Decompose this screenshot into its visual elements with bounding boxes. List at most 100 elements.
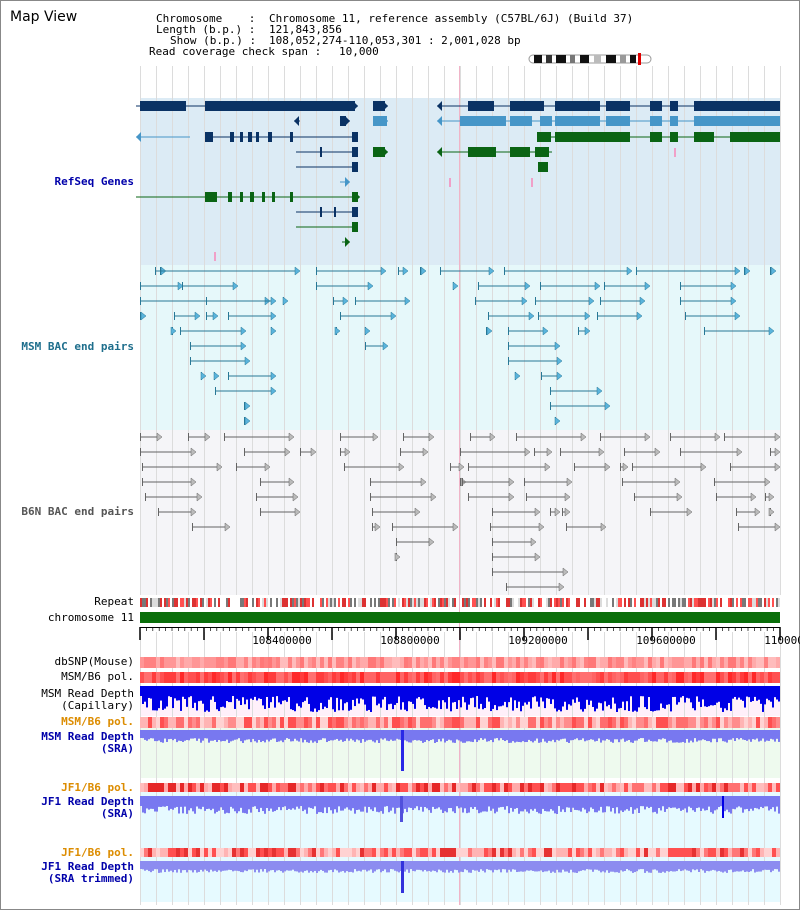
msm-b6-pol2-heat-cell [388,717,392,728]
repeat-block [694,598,696,607]
jf1-b6-pol2-heat-cell [144,848,148,857]
msm-depth-sra-bar [458,730,460,741]
msm-b6-pol2-heat-cell [648,717,652,728]
repeat-block [566,598,568,607]
track-label-msm-bac[interactable]: MSM BAC end pairs [21,340,134,353]
msm-depth-cap-bar [466,686,468,710]
jf1-depth-trim-bar [536,861,538,872]
jf1-depth-trim-bar [184,861,186,871]
msm-depth-cap-bar [740,686,742,700]
msm-b6-pol2-heat-cell [416,717,420,728]
jf1-depth-trim-bar [144,861,146,871]
repeat-block [752,598,754,607]
jf1-depth-trim-bar [164,861,166,873]
track-label-b6n-bac[interactable]: B6N BAC end pairs [21,505,134,518]
jf1-b6-pol2-heat-cell [732,848,736,857]
jf1-depth-sra-bar [708,796,710,807]
msm-depth-cap-bar [650,686,652,711]
msm-bac-end [420,267,421,275]
jf1-b6-pol2-heat-cell [312,848,316,857]
msm-b6-pol-heat-cell [704,672,708,683]
msm-depth-sra-bar [154,730,156,742]
jf1-depth-trim-bar [146,861,148,870]
msm-b6-pol2-heat-cell [364,717,368,728]
track-label-refseq[interactable]: RefSeq Genes [54,175,134,188]
msm-b6-pol2-heat-cell [176,717,180,728]
repeat-block [140,598,142,607]
msm-b6-pol2-heat-cell [492,717,496,728]
gene-exon [205,101,355,111]
jf1-depth-trim-bar [706,861,708,871]
msm-b6-pol-heat-cell [636,672,640,683]
jf1-depth-sra-bar [460,796,462,808]
msm-b6-pol-heat-cell [612,672,616,683]
msm-depth-cap-bar [294,686,296,712]
b6n-bac-end-arrow-icon [714,432,721,442]
jf1-depth-sra-bar [470,796,472,808]
jf1-depth-sra-bar [234,796,236,812]
dbsnp-heat-cell [164,657,168,668]
msm-b6-pol-heat-cell [652,672,656,683]
jf1-b6-pol2-heat-cell [436,848,440,857]
jf1-depth-trim-bar [424,861,426,870]
msm-depth-sra-bar [514,730,516,743]
msm-depth-sra-bar [568,730,570,743]
dbsnp-heat-cell [248,657,252,668]
msm-depth-sra-bar [558,730,560,741]
msm-depth-sra-bar [570,730,572,741]
repeat-block [624,598,626,607]
msm-depth-cap-bar [732,686,734,699]
b6n-bac-end [140,433,141,441]
jf1-b6-pol2-heat-cell [556,848,560,857]
jf1-b6-pol2-heat-cell [460,848,464,857]
repeat-block [688,598,690,607]
jf1-depth-trim-bar [350,861,352,872]
dbsnp-heat-cell [424,657,428,668]
jf1-depth-trim-bar [512,861,514,870]
msm-depth-cap-bar [360,686,362,699]
msm-b6-pol2-heat-cell [532,717,536,728]
msm-depth-sra-bar [724,730,726,742]
msm-b6-pol2-heat-cell [236,717,240,728]
msm-depth-cap-bar [230,686,232,703]
chromosome-ideogram-icon[interactable] [528,52,654,66]
msm-depth-sra-bar [754,730,756,740]
jf1-depth-sra-bar [772,796,774,808]
jf1-b6-pol2-heat-cell [468,848,472,857]
jf1-depth-trim-bar [526,861,528,871]
jf1-depth-trim-bar [162,861,164,870]
jf1-depth-trim-bar [224,861,226,871]
msm-depth-cap-bar [216,686,218,710]
msm-depth-sra-bar [178,730,180,741]
jf1-depth-sra-bar [374,796,376,808]
msm-b6-pol-heat-cell [436,672,440,683]
jf1-b6-pol2-heat-cell [688,848,692,857]
msm-depth-sra-bar [772,730,774,740]
msm-depth-sra-bar [598,730,600,739]
b6n-bac-end [516,433,517,441]
jf1-b6-pol-heat-cell [648,783,652,792]
msm-b6-pol-heat-cell [564,672,568,683]
msm-b6-pol-heat-cell [180,672,184,683]
gene-arrow-icon [294,116,299,126]
msm-depth-sra-bar [482,730,484,740]
jf1-b6-pol2-heat-cell [528,848,532,857]
gene-arrow-icon [353,162,358,172]
msm-b6-pol-heat-cell [344,672,348,683]
msm-depth-cap-bar [488,686,490,702]
jf1-depth-sra-bar [516,796,518,809]
jf1-depth-trim-bar [142,861,144,870]
jf1-depth-trim-bar [322,861,324,871]
jf1-depth-trim-bar [234,861,236,871]
dbsnp-heat-cell [224,657,228,668]
msm-bac-end [398,267,399,275]
dbsnp-heat-cell [196,657,200,668]
jf1-b6-pol2-heat-cell [440,848,444,857]
dbsnp-heat-cell [652,657,656,668]
jf1-depth-trim-bar [482,861,484,871]
msm-b6-pol2-heat-cell [432,717,436,728]
jf1-depth-trim-bar [632,861,634,873]
jf1-depth-trim-bar [544,861,546,872]
repeat-block [496,598,498,607]
